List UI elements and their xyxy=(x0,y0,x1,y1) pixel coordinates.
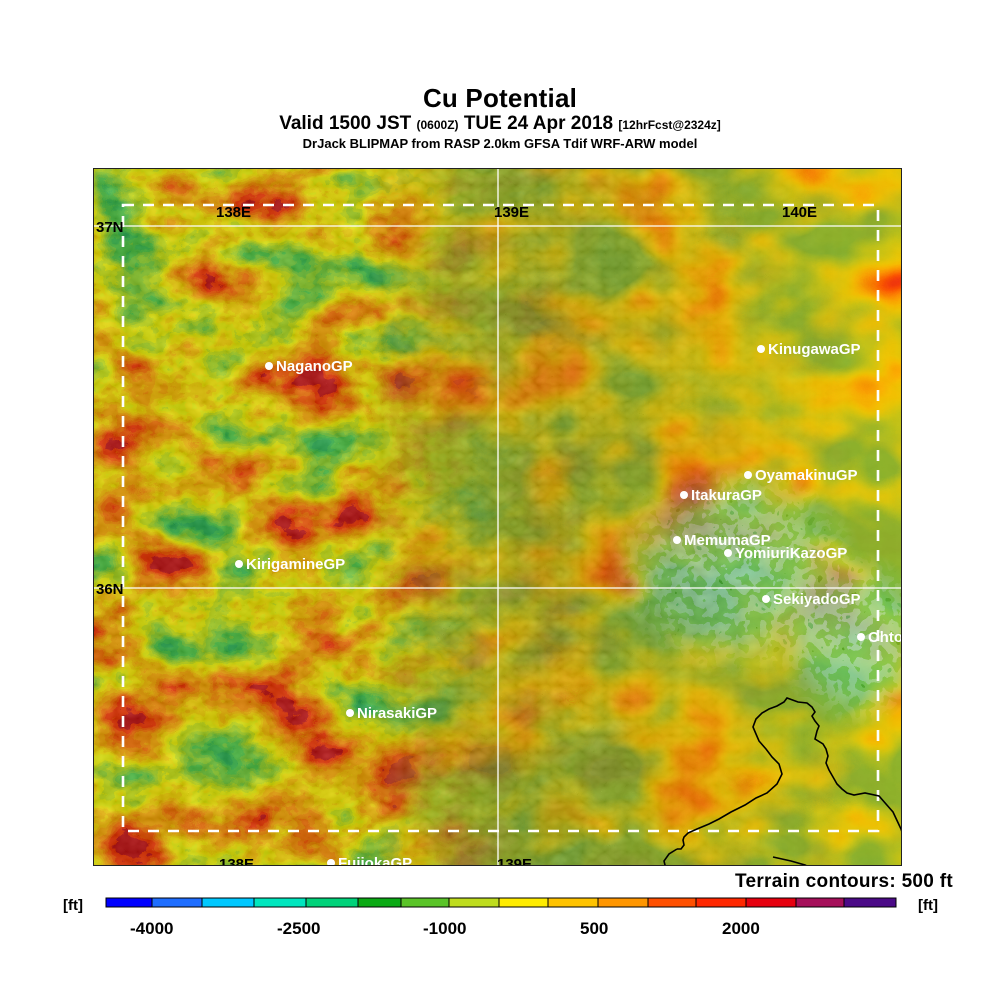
svg-text:[ft]: [ft] xyxy=(918,897,938,914)
svg-text:-1000: -1000 xyxy=(423,919,466,938)
svg-text:-4000: -4000 xyxy=(130,919,173,938)
svg-text:[ft]: [ft] xyxy=(63,897,83,914)
svg-text:500: 500 xyxy=(580,919,608,938)
svg-text:-2500: -2500 xyxy=(277,919,320,938)
svg-text:2000: 2000 xyxy=(722,919,760,938)
